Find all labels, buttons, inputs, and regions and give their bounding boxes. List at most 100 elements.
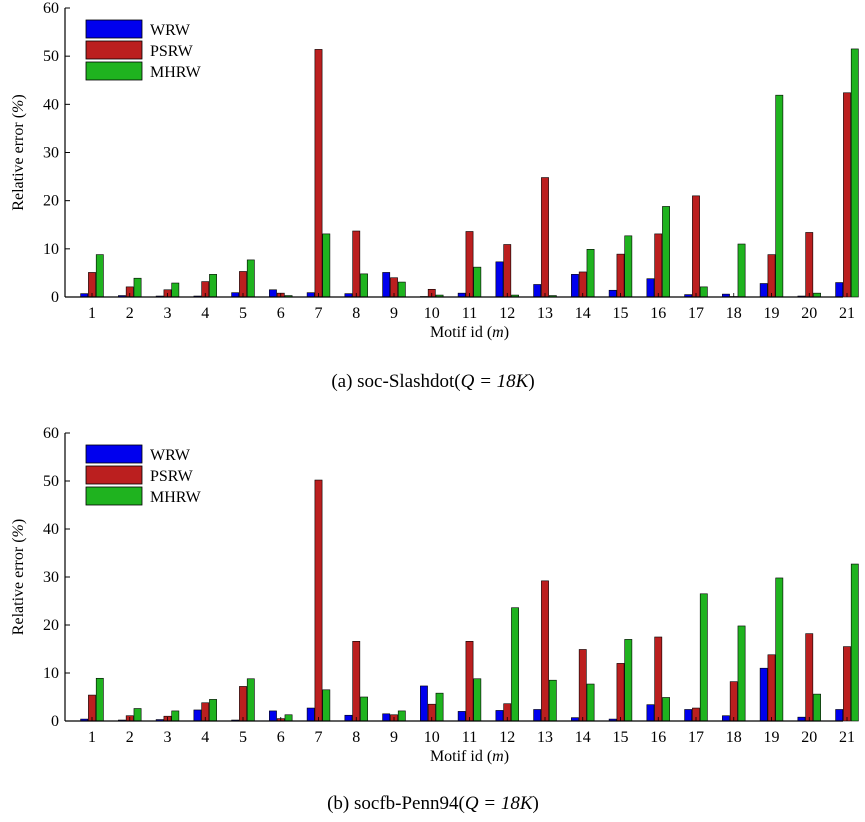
x-tick-label: 21 — [839, 729, 855, 746]
bar-mhrw — [511, 607, 519, 722]
bar-mhrw — [209, 274, 217, 298]
y-axis-ticks: 0 10 20 30 40 50 60 — [43, 0, 70, 306]
bar-wrw — [571, 274, 579, 298]
bar-wrw — [646, 704, 655, 722]
bar-psrw — [314, 479, 323, 722]
caption-close: ) — [528, 371, 534, 392]
x-tick-label: 12 — [499, 305, 515, 322]
x-tick-label: 13 — [537, 729, 553, 746]
bar-mhrw — [322, 689, 331, 722]
x-tick-label: 19 — [764, 305, 780, 322]
x-tick-label: 7 — [315, 305, 323, 322]
legend-swatch-wrw — [85, 19, 143, 39]
x-tick-label: 17 — [688, 729, 704, 746]
bar-wrw — [495, 710, 504, 722]
bar-psrw — [654, 233, 663, 298]
y-axis-label-close: ) — [10, 519, 27, 524]
x-tick-label: 14 — [575, 305, 591, 322]
bar-psrw — [692, 195, 700, 298]
bar-wrw — [306, 707, 315, 722]
bar-mhrw — [548, 679, 557, 722]
x-axis-label-unit: m — [492, 324, 504, 341]
legend-label-psrw: PSRW — [150, 468, 194, 485]
chart-caption: (b) socfb-Penn94(Q = 18K) — [327, 793, 539, 814]
bar-mhrw — [473, 266, 482, 298]
x-tick-label: 3 — [164, 729, 172, 746]
legend-label-wrw: WRW — [150, 22, 191, 39]
x-axis-label: Motif id (m) — [430, 748, 509, 765]
bar-psrw — [616, 663, 625, 722]
bar-wrw — [420, 685, 428, 722]
y-tick-label: 0 — [51, 713, 59, 730]
bar-psrw — [654, 636, 663, 722]
x-tick-label: 4 — [201, 729, 209, 746]
bar-mhrw — [850, 563, 859, 722]
x-axis-label-unit: m — [492, 748, 504, 765]
bar-mhrw — [586, 683, 595, 722]
axes — [64, 433, 843, 722]
x-tick-label: 16 — [650, 729, 666, 746]
legend-swatch-mhrw — [85, 486, 143, 506]
bar-mhrw — [95, 677, 104, 722]
bar-mhrw — [246, 678, 255, 722]
legend-label-mhrw: MHRW — [150, 489, 202, 506]
bar-mhrw — [284, 714, 293, 722]
bar-mhrw — [699, 593, 708, 722]
bar-mhrw — [435, 692, 444, 722]
bar-wrw — [533, 284, 542, 298]
x-tick-label: 3 — [164, 305, 172, 322]
y-tick-label: 20 — [43, 617, 59, 634]
bar-psrw — [805, 232, 814, 298]
legend-swatch-psrw — [85, 465, 143, 485]
caption-text: (b) socfb-Penn94( — [327, 793, 465, 814]
caption-math: Q = 18K — [465, 793, 534, 814]
bar-wrw — [457, 711, 466, 722]
legend: WRW PSRW MHRW — [85, 444, 202, 506]
bar-wrw — [344, 714, 353, 722]
x-tick-label: 6 — [277, 729, 285, 746]
x-tick-label: 14 — [575, 729, 591, 746]
bar-mhrw — [171, 282, 180, 298]
bar-mhrw — [737, 625, 746, 722]
x-tick-label: 18 — [726, 729, 742, 746]
bar-mhrw — [133, 277, 142, 298]
y-tick-label: 30 — [43, 145, 59, 162]
legend-swatch-psrw — [85, 40, 143, 60]
bar-psrw — [503, 244, 512, 298]
x-tick-label: 5 — [239, 305, 247, 322]
chart-caption: (a) soc-Slashdot(Q = 18K) — [331, 371, 534, 392]
x-tick-label: 18 — [726, 305, 742, 322]
x-axis-label-close: ) — [504, 748, 509, 765]
bar-psrw — [541, 580, 549, 722]
bar-mhrw — [322, 233, 331, 298]
y-axis-label: Relative error (%) — [10, 519, 27, 635]
bar-wrw — [759, 283, 768, 298]
bar-wrw — [269, 710, 277, 722]
y-tick-label: 50 — [43, 473, 59, 490]
caption-math: Q = 18K — [461, 371, 530, 392]
bar-mhrw — [775, 94, 784, 298]
x-tick-label: 20 — [801, 305, 817, 322]
bar-wrw — [231, 292, 240, 298]
y-tick-label: 60 — [43, 425, 59, 442]
y-axis-label-text: Relative error ( — [10, 113, 27, 211]
bar-wrw — [835, 709, 844, 722]
bar-psrw — [616, 253, 625, 298]
x-tick-label: 1 — [88, 305, 96, 322]
bar-mhrw — [662, 206, 670, 298]
x-tick-label: 20 — [801, 729, 817, 746]
x-tick-label: 11 — [462, 729, 477, 746]
x-tick-label: 17 — [688, 305, 704, 322]
bar-mhrw — [360, 273, 368, 298]
x-tick-label: 1 — [88, 729, 96, 746]
bar-psrw — [767, 654, 776, 722]
bar-wrw — [646, 278, 655, 298]
x-tick-label: 5 — [239, 729, 247, 746]
y-tick-label: 30 — [43, 569, 59, 586]
axes — [64, 8, 843, 298]
bar-mhrw — [171, 710, 180, 722]
caption-text: (a) soc-Slashdot( — [331, 371, 460, 392]
bar-psrw — [465, 641, 474, 722]
x-tick-label: 15 — [613, 729, 629, 746]
